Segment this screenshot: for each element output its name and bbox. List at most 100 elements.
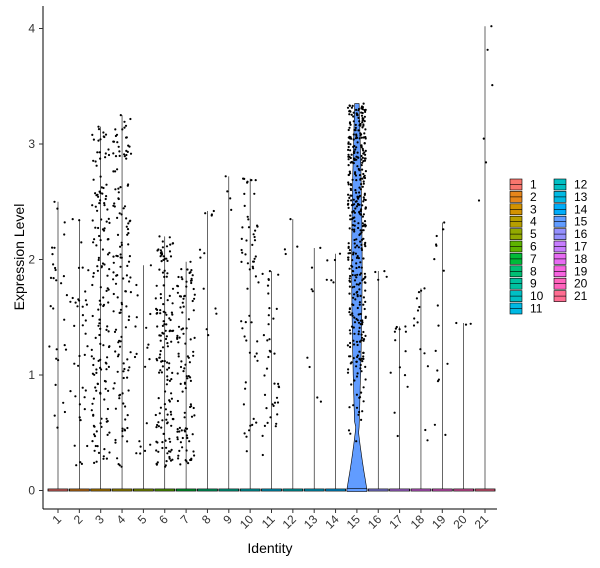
data-point [349,143,352,146]
data-point [114,350,117,353]
data-point [127,222,130,225]
violin-base [218,488,240,492]
data-point [77,364,80,367]
data-point [364,365,367,368]
data-point [156,423,159,427]
data-point [116,168,119,171]
x-tick-label: 17 [386,512,406,532]
data-point [349,218,352,221]
data-point [125,305,128,308]
data-point [360,105,364,108]
data-point [123,153,126,156]
data-point [176,436,179,439]
data-point [161,246,164,249]
data-point [171,313,174,316]
violin-6 [154,235,176,492]
data-point [103,448,106,451]
data-point [129,291,132,294]
data-point [98,322,101,325]
data-point [205,328,208,331]
data-point [249,424,252,427]
data-point [125,157,128,160]
data-point [168,294,171,297]
data-point [178,449,181,452]
data-point [159,312,162,315]
data-point [90,409,93,412]
data-point [108,451,111,454]
data-point [87,269,90,272]
data-point [364,170,367,173]
data-point [353,230,356,233]
data-point [92,178,95,181]
data-point [101,228,105,231]
data-point [162,284,165,287]
violin-base [197,488,218,492]
plot-area [47,25,496,492]
violin-base [389,488,411,492]
data-point [364,157,367,160]
data-point [357,156,360,159]
data-point [359,229,362,232]
data-point [356,255,359,258]
data-point [149,312,152,316]
violin-19 [431,221,453,492]
data-point [256,340,259,343]
data-point [162,258,165,261]
data-point [183,411,186,414]
data-point [404,350,407,353]
data-point [254,275,257,278]
data-point [171,242,174,245]
data-point [189,403,192,406]
data-point [362,172,365,176]
data-point [253,235,256,239]
data-point [187,462,190,465]
data-point [156,249,159,252]
data-point [230,208,233,211]
data-point [351,228,354,231]
data-point [97,324,100,327]
data-point [240,320,243,323]
data-point [165,446,168,449]
data-point [126,376,129,379]
data-point [78,354,81,358]
data-point [192,309,195,312]
data-point [351,224,355,227]
data-point [190,269,193,272]
data-point [358,120,361,123]
data-point [62,401,65,404]
data-point [177,454,180,457]
data-point [97,195,100,198]
data-point [351,314,354,317]
data-point [350,113,353,116]
data-point [349,274,352,278]
data-point [273,401,277,404]
data-point [117,341,120,344]
data-point [360,183,363,186]
data-point [158,356,161,359]
data-point [176,291,179,294]
data-point [353,157,356,160]
data-point [404,330,407,333]
y-axis-ticks: 0 1 2 3 4 [28,22,43,498]
data-point [56,207,59,210]
data-point [161,346,165,349]
data-point [359,340,362,343]
data-point [385,275,388,278]
data-point [364,128,367,131]
data-point [351,265,354,268]
data-point [125,274,128,277]
data-point [56,426,59,429]
data-point [364,334,367,337]
data-point [98,299,101,302]
data-point [361,121,364,124]
data-point [55,348,58,351]
data-point [247,226,251,229]
data-point [434,349,437,352]
data-point [349,313,352,316]
data-point [245,435,248,438]
data-point [395,325,398,329]
data-point [114,282,118,285]
data-point [319,400,322,403]
data-point [116,296,119,299]
data-point [352,120,355,123]
